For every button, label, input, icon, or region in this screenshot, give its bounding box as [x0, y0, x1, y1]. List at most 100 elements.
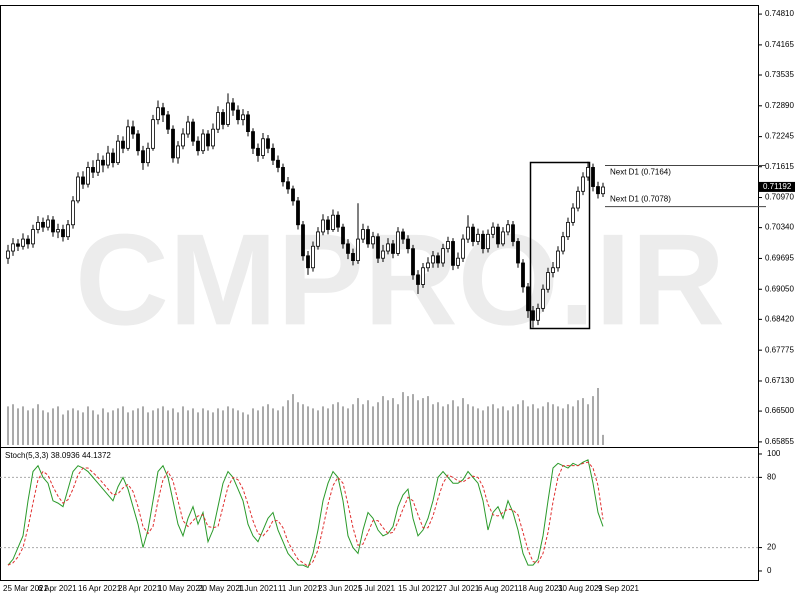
candle-body: [346, 243, 350, 254]
candle-body: [456, 257, 460, 266]
candle-body: [311, 245, 315, 269]
candle-body: [121, 140, 125, 149]
candle-body: [316, 231, 320, 247]
candle-body: [291, 188, 295, 202]
candle-body: [376, 236, 380, 259]
candle-body: [41, 221, 45, 228]
candle-body: [331, 214, 335, 230]
candle-body: [486, 233, 490, 250]
y-tick-label: 0.73535: [765, 70, 794, 79]
candle-body: [146, 147, 150, 164]
candle-body: [36, 221, 40, 230]
candle-body: [351, 253, 355, 261]
candle-body: [181, 133, 185, 147]
candle-body: [116, 140, 120, 164]
candle-body: [216, 112, 220, 130]
x-tick-label: 25 Mar 2021: [3, 584, 48, 593]
candle-body: [11, 243, 15, 252]
candle-body: [576, 190, 580, 209]
candle-body: [196, 140, 200, 152]
candle-body: [296, 200, 300, 226]
candle-body: [496, 226, 500, 245]
candle-body: [501, 231, 505, 245]
candle-body: [76, 176, 80, 202]
candle-body: [206, 133, 210, 147]
candle-body: [516, 241, 520, 264]
candle-body: [16, 243, 20, 247]
x-tick-label: 27 Jul 2021: [438, 584, 480, 593]
candle-body: [411, 248, 415, 276]
candle-body: [521, 262, 525, 288]
candle-body: [551, 267, 555, 273]
candle-body: [571, 207, 575, 223]
y-tick-label: 0.72245: [765, 132, 794, 141]
candle-body: [401, 231, 405, 240]
candle-body: [176, 145, 180, 159]
candle-body: [591, 167, 595, 187]
x-tick-label: 6 Aug 2021: [478, 584, 519, 593]
candle-body: [126, 126, 130, 149]
y-tick-label: 0.74165: [765, 40, 794, 49]
candle-body: [266, 138, 270, 149]
candle-body: [246, 114, 250, 133]
x-tick-label: 20 May 2021: [198, 584, 245, 593]
indicator-tick-label: 100: [767, 449, 781, 458]
y-tick-label: 0.68420: [765, 314, 794, 323]
candle-body: [371, 236, 375, 245]
candle-body: [306, 255, 310, 269]
candle-body: [441, 248, 445, 264]
y-tick-label: 0.74810: [765, 9, 794, 18]
candle-body: [366, 229, 370, 245]
candle-body: [56, 229, 60, 233]
candle-body: [111, 152, 115, 164]
candle-body: [416, 274, 420, 285]
candle-body: [251, 131, 255, 149]
candle-body: [281, 167, 285, 183]
stoch-k: [7, 459, 604, 569]
x-tick-label: 28 Apr 2021: [118, 584, 162, 593]
current-price: 0.71192: [763, 182, 792, 191]
x-tick-label: 15 Jul 2021: [398, 584, 440, 593]
candle-body: [426, 262, 430, 269]
y-tick-label: 0.72890: [765, 101, 794, 110]
candle-body: [566, 221, 570, 238]
candle-body: [596, 186, 600, 195]
candle-body: [51, 219, 55, 233]
candle-body: [396, 231, 400, 254]
candle-body: [131, 126, 135, 135]
candle-body: [6, 250, 10, 259]
candle-body: [236, 109, 240, 121]
candle-body: [361, 229, 365, 240]
candle-body: [211, 128, 215, 147]
x-tick-label: 11 Jun 2021: [278, 584, 322, 593]
candle-body: [161, 107, 165, 116]
candle-body: [46, 219, 50, 228]
candle-body: [231, 102, 235, 111]
candle-body: [261, 138, 265, 156]
candle-body: [406, 238, 410, 250]
candle-body: [556, 250, 560, 269]
candle-body: [26, 238, 30, 245]
candle-body: [151, 119, 155, 149]
candle-body: [481, 233, 485, 250]
indicator-title: Stoch(5,3,3) 38.0936 44.1372: [5, 451, 111, 460]
y-tick-label: 0.69695: [765, 254, 794, 263]
x-tick-label: 5 Jul 2021: [358, 584, 395, 593]
candle-body: [586, 167, 590, 178]
candle-body: [136, 133, 140, 152]
candle-body: [341, 226, 345, 245]
candle-body: [421, 267, 425, 285]
y-tick-label: 0.66500: [765, 406, 794, 415]
x-tick-label: 9 Sep 2021: [598, 584, 639, 593]
candle-body: [471, 226, 475, 242]
candle-body: [436, 255, 440, 264]
level-label: Next D1 (0.7164): [610, 168, 671, 177]
x-tick-label: 18 Aug 2021: [518, 584, 563, 593]
candle-body: [191, 121, 195, 142]
y-tick-label: 0.70970: [765, 193, 794, 202]
candle-body: [476, 233, 480, 242]
x-tick-label: 23 Jun 2021: [318, 584, 363, 593]
candle-body: [226, 102, 230, 125]
